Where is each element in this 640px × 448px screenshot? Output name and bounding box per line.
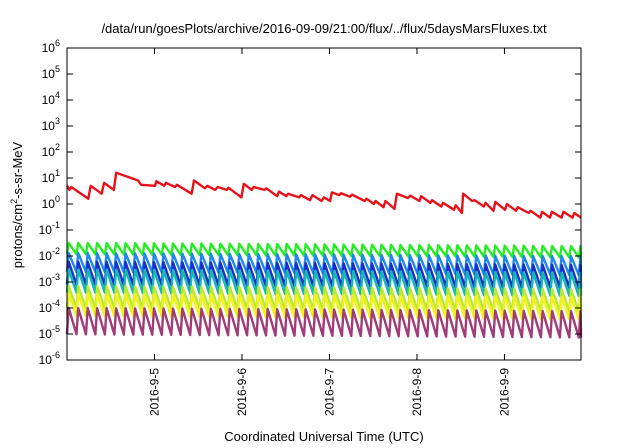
y-tick-label-base: 10 (42, 171, 56, 185)
series-line-1 (65, 171, 582, 219)
y-tick-label: 10-3 (39, 272, 60, 289)
series-line-2 (65, 241, 583, 259)
y-tick-label-exp: 5 (55, 64, 60, 74)
x-tick-label: 2016-9-6 (235, 368, 249, 416)
y-tick-label-base: 10 (39, 275, 53, 289)
y-tick-label-base: 10 (39, 301, 53, 315)
y-tick-label-exp: 0 (55, 194, 60, 204)
y-tick-label: 10-4 (39, 298, 60, 315)
y-tick-label: 100 (42, 194, 60, 211)
y-axis-label-base: protons/cm (10, 204, 25, 268)
y-tick-label-base: 10 (39, 249, 53, 263)
y-tick-label-exp: 2 (55, 142, 60, 152)
y-axis-label-rest: -s-sr-MeV (10, 141, 25, 198)
y-tick-label: 10-5 (39, 324, 60, 341)
y-axis: 10610510410310210110010-110-210-310-410-… (39, 38, 581, 367)
y-tick-label-base: 10 (42, 145, 56, 159)
y-tick-label-base: 10 (39, 353, 53, 367)
x-tick-label: 2016-9-5 (147, 368, 161, 416)
x-axis-label: Coordinated Universal Time (UTC) (224, 429, 423, 444)
y-tick-label-base: 10 (42, 41, 56, 55)
y-axis-label-sup: 2 (9, 199, 19, 204)
y-tick-label-exp: -4 (52, 298, 60, 308)
y-tick-label: 10-2 (39, 246, 60, 263)
chart-title: /data/run/goesPlots/archive/2016-09-09/2… (101, 21, 547, 36)
y-tick-label: 105 (42, 64, 60, 81)
y-tick-label-exp: 1 (55, 168, 60, 178)
y-tick-label-base: 10 (42, 67, 56, 81)
x-axis: 2016-9-5 2016-9-6 2016-9-7 2016-9-8 2016-9-9 (147, 48, 511, 416)
y-tick-label: 101 (42, 168, 60, 185)
y-tick-label-exp: -5 (52, 324, 60, 334)
x-tick-label: 2016-9-7 (322, 368, 336, 416)
series-layer (65, 171, 583, 339)
y-tick-label: 106 (42, 38, 60, 55)
y-tick-label-exp: -6 (52, 350, 60, 360)
y-tick-label-exp: 3 (55, 116, 60, 126)
series-line-5 (65, 268, 583, 298)
y-axis-label: protons/cm2-s-sr-MeV (9, 141, 25, 268)
y-tick-label: 103 (42, 116, 60, 133)
y-tick-label-base: 10 (39, 223, 53, 237)
y-tick-label: 102 (42, 142, 60, 159)
y-tick-label-exp: 4 (55, 90, 60, 100)
y-tick-label-exp: 6 (55, 38, 60, 48)
x-tick-label: 2016-9-8 (410, 368, 424, 416)
y-tick-label-base: 10 (42, 119, 56, 133)
y-tick-label-base: 10 (39, 327, 53, 341)
y-tick-label: 10-1 (39, 220, 60, 237)
y-tick-label-exp: -3 (52, 272, 60, 282)
y-tick-label-exp: -1 (52, 220, 60, 230)
x-tick-label: 2016-9-9 (497, 368, 511, 416)
y-tick-label-base: 10 (42, 93, 56, 107)
y-tick-label: 10-6 (39, 350, 60, 367)
series-line-8 (65, 306, 583, 339)
y-tick-label: 104 (42, 90, 60, 107)
y-tick-label-exp: -2 (52, 246, 60, 256)
y-tick-label-base: 10 (42, 197, 56, 211)
